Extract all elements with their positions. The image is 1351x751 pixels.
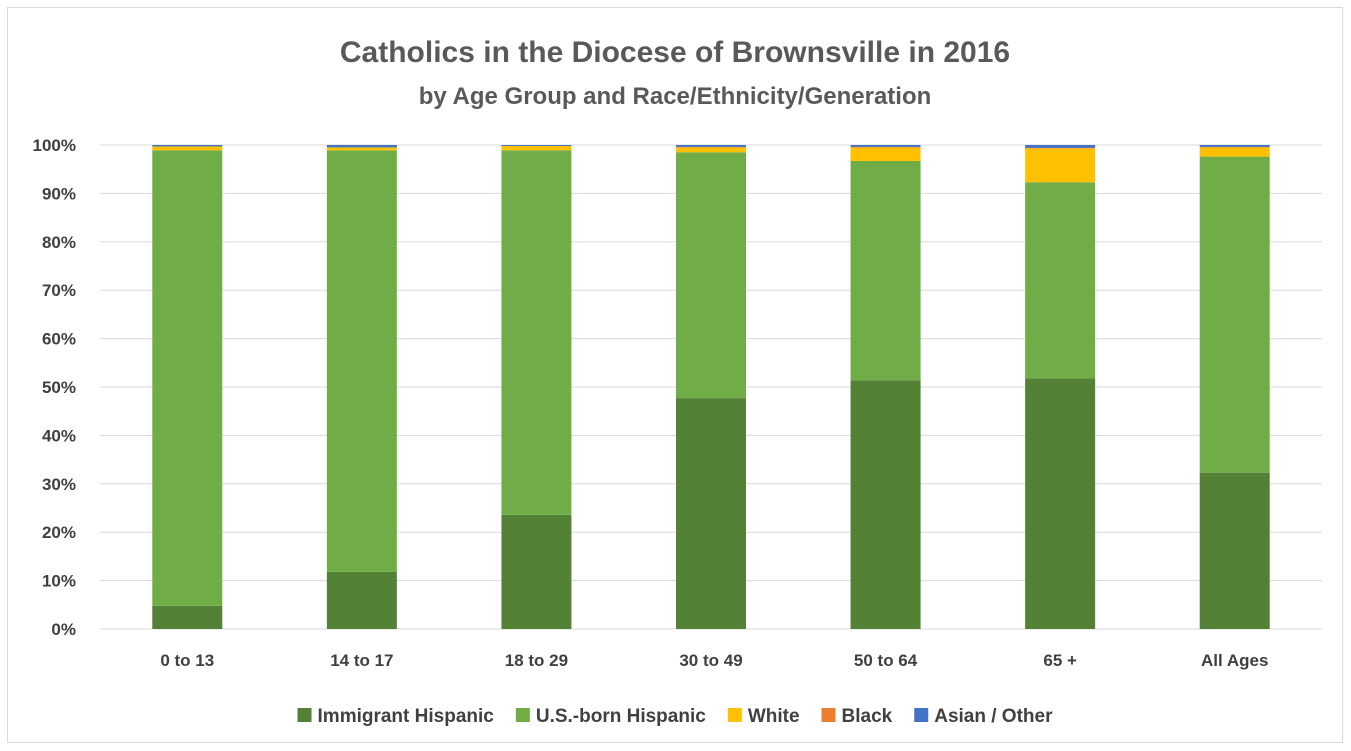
y-tick-label: 20%: [42, 523, 76, 542]
legend-swatch: [515, 708, 530, 722]
bar-segment-asian-other: [152, 145, 223, 147]
legend: Immigrant Hispanic U.S.-born Hispanic Whit…: [297, 706, 1053, 727]
x-tick-label: 0 to 13: [160, 651, 214, 670]
legend-swatch: [821, 708, 836, 722]
bar-segment-u-s-born-hispanic: [152, 150, 223, 606]
bar-segment-white: [1025, 148, 1096, 183]
y-tick-label: 30%: [42, 475, 76, 494]
y-tick-label: 0%: [51, 620, 76, 639]
legend-label: Immigrant Hispanic: [318, 706, 495, 727]
y-tick-label: 40%: [42, 426, 76, 445]
legend-label: White: [748, 706, 800, 727]
bar-segment-white: [1199, 147, 1270, 157]
bar-segment-white: [152, 146, 223, 151]
x-tick-label: 30 to 49: [679, 651, 742, 670]
y-axis-ticks: 0% 10% 20% 30% 40% 50% 60% 70% 80% 90% 100%: [33, 136, 76, 639]
bars: [152, 145, 1270, 629]
bar-segment-asian-other: [676, 145, 746, 147]
bar-segment-immigrant-hispanic: [501, 514, 572, 629]
bar-segment-immigrant-hispanic: [1199, 472, 1270, 629]
legend-swatch: [914, 708, 929, 722]
bar-segment-u-s-born-hispanic: [1199, 156, 1270, 473]
x-tick-label: 50 to 64: [854, 651, 918, 670]
bar-segment-white: [326, 147, 397, 151]
legend-label: Asian / Other: [934, 706, 1053, 727]
bar-segment-immigrant-hispanic: [676, 398, 746, 629]
legend-swatch: [297, 708, 312, 722]
bar-segment-white: [676, 147, 746, 153]
y-tick-label: 80%: [42, 233, 76, 252]
y-tick-label: 50%: [42, 378, 76, 397]
bar-segment-asian-other: [1199, 145, 1270, 147]
legend-swatch: [727, 708, 742, 722]
x-tick-label: All Ages: [1201, 651, 1268, 670]
bar-segment-white: [850, 147, 921, 161]
legend-label: U.S.-born Hispanic: [536, 706, 706, 727]
x-tick-label: 18 to 29: [505, 651, 568, 670]
bar-segment-asian-other: [326, 145, 397, 148]
bar-segment-u-s-born-hispanic: [501, 150, 572, 515]
y-tick-label: 60%: [42, 330, 76, 349]
y-tick-label: 70%: [42, 281, 76, 300]
bar-segment-asian-other: [850, 145, 921, 147]
bar-segment-asian-other: [1025, 145, 1096, 148]
y-tick-label: 10%: [42, 572, 76, 591]
bar-segment-asian-other: [501, 145, 572, 146]
chart-frame: [7, 7, 1343, 743]
y-tick-label: 90%: [42, 184, 76, 203]
bar-segment-u-s-born-hispanic: [676, 152, 746, 399]
bar-segment-u-s-born-hispanic: [326, 150, 397, 572]
x-axis-ticks: 0 to 13 14 to 17 18 to 29 30 to 49 50 to 64 6…: [160, 651, 1268, 670]
chart-subtitle: by Age Group and Race/Ethnicity/Generati…: [419, 83, 932, 110]
bar-segment-white: [501, 145, 572, 151]
bar-segment-u-s-born-hispanic: [850, 160, 921, 381]
bar-segment-immigrant-hispanic: [326, 571, 397, 629]
legend-label: Black: [842, 706, 893, 727]
x-tick-label: 14 to 17: [330, 651, 393, 670]
y-tick-label: 100%: [33, 136, 76, 155]
bar-segment-immigrant-hispanic: [1025, 378, 1096, 629]
bar-segment-immigrant-hispanic: [152, 605, 223, 629]
bar-segment-u-s-born-hispanic: [1025, 182, 1096, 379]
chart-title: Catholics in the Diocese of Brownsville …: [340, 36, 1010, 69]
bar-segment-immigrant-hispanic: [850, 380, 921, 629]
x-tick-label: 65 +: [1043, 651, 1077, 670]
